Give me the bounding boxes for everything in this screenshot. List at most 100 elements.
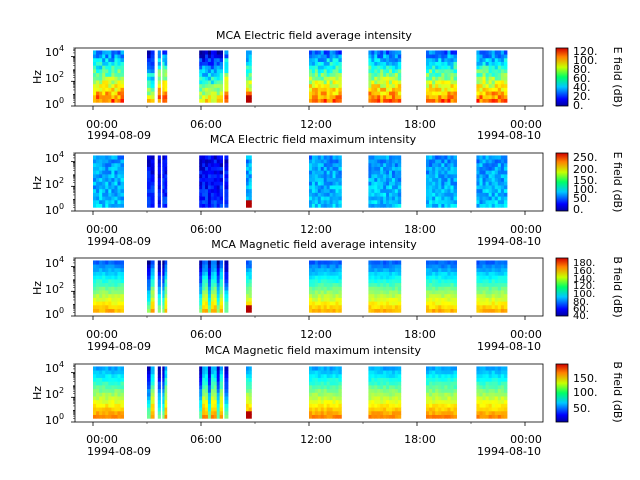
heat-cell [380, 264, 384, 269]
heat-cell [397, 290, 402, 295]
heat-cell [332, 286, 336, 291]
heat-cell [219, 373, 223, 378]
heat-cell [391, 192, 396, 197]
heat-cell [162, 54, 165, 59]
heat-cell [441, 98, 445, 103]
heat-cell [444, 308, 448, 313]
heat-cell [213, 267, 218, 272]
heat-cell [216, 264, 221, 269]
heat-cell [377, 65, 381, 70]
heat-cell [111, 50, 115, 55]
heat-cell [164, 278, 168, 284]
heat-cell [326, 170, 331, 175]
heat-cell [368, 57, 372, 62]
heat-cell [394, 381, 399, 386]
heat-cell [157, 293, 161, 298]
heat-cell [99, 65, 103, 70]
heat-cell [497, 384, 502, 390]
heat-cell [320, 76, 325, 81]
heat-cell [246, 76, 250, 81]
heat-cell [488, 278, 493, 284]
heat-cell [219, 399, 223, 404]
heat-cell [335, 188, 339, 193]
heat-cell [497, 87, 502, 92]
heat-cell [199, 286, 203, 291]
heat-cell [444, 304, 448, 309]
heat-cell [157, 381, 161, 386]
heat-cell [389, 264, 393, 269]
heat-cell [326, 271, 331, 276]
heat-cell [111, 414, 115, 419]
heat-cell [202, 407, 206, 412]
heat-cell [147, 304, 151, 309]
heat-cell [224, 76, 229, 81]
heat-cell [479, 381, 483, 386]
heat-cell [426, 68, 430, 74]
heat-cell [476, 76, 480, 81]
heat-cell [380, 407, 384, 412]
y-tick-label: 10 4 [45, 360, 64, 375]
heat-cell [335, 282, 339, 287]
heat-cell [105, 282, 109, 287]
heat-cell [210, 199, 215, 204]
heat-cell [476, 203, 480, 208]
heat-cell [111, 192, 115, 197]
heat-cell [447, 173, 451, 179]
heat-cell [96, 297, 100, 302]
heat-cell [216, 155, 221, 160]
heat-cell [248, 72, 252, 77]
heat-cell [326, 162, 331, 167]
heat-cell [311, 308, 316, 313]
heat-cell [323, 65, 328, 70]
heat-cell [317, 98, 322, 103]
heat-cell [213, 159, 218, 164]
heat-cell [216, 301, 221, 306]
heat-cell [164, 65, 168, 70]
heat-cell [317, 50, 322, 55]
heat-cell [162, 403, 165, 408]
heat-cell [391, 68, 396, 74]
heat-cell [205, 403, 209, 408]
heat-cell [157, 286, 161, 291]
heat-cell [377, 57, 381, 62]
heat-cell [93, 199, 97, 204]
heat-cell [120, 290, 124, 295]
heat-cell [329, 196, 333, 201]
heat-cell [99, 155, 103, 160]
heat-cell [438, 162, 442, 167]
heat-cell [371, 177, 375, 182]
heat-cell [389, 286, 393, 291]
heat-cell [111, 396, 115, 401]
heat-cell [111, 173, 115, 179]
heat-cell [368, 72, 372, 77]
heat-cell [444, 199, 448, 204]
heat-cell [213, 290, 218, 295]
heat-cell [332, 87, 336, 92]
colorbar-label: E field (dB) [611, 47, 624, 108]
heat-cell [377, 370, 381, 375]
heat-cell [93, 407, 97, 412]
heat-cell [205, 61, 209, 66]
heat-cell [482, 370, 486, 375]
heat-cell [426, 188, 430, 193]
heat-cell [326, 396, 331, 401]
heat-cell [479, 377, 483, 382]
heat-cell [199, 410, 203, 415]
heat-cell [205, 159, 209, 164]
heat-cell [338, 199, 342, 204]
heat-cell [224, 271, 229, 276]
heat-cell [397, 384, 402, 390]
heat-cell [391, 271, 396, 276]
heat-cell [216, 370, 221, 375]
heat-cell [147, 396, 151, 401]
heat-cell [150, 155, 155, 160]
heat-cell [246, 286, 250, 291]
heat-cell [447, 181, 451, 186]
heat-cell [202, 54, 206, 59]
heat-cell [482, 278, 486, 284]
heat-cell [248, 384, 252, 390]
heat-cell [210, 177, 215, 182]
heat-cell [386, 173, 390, 179]
heat-cell [383, 76, 387, 81]
heat-cell [453, 403, 457, 408]
